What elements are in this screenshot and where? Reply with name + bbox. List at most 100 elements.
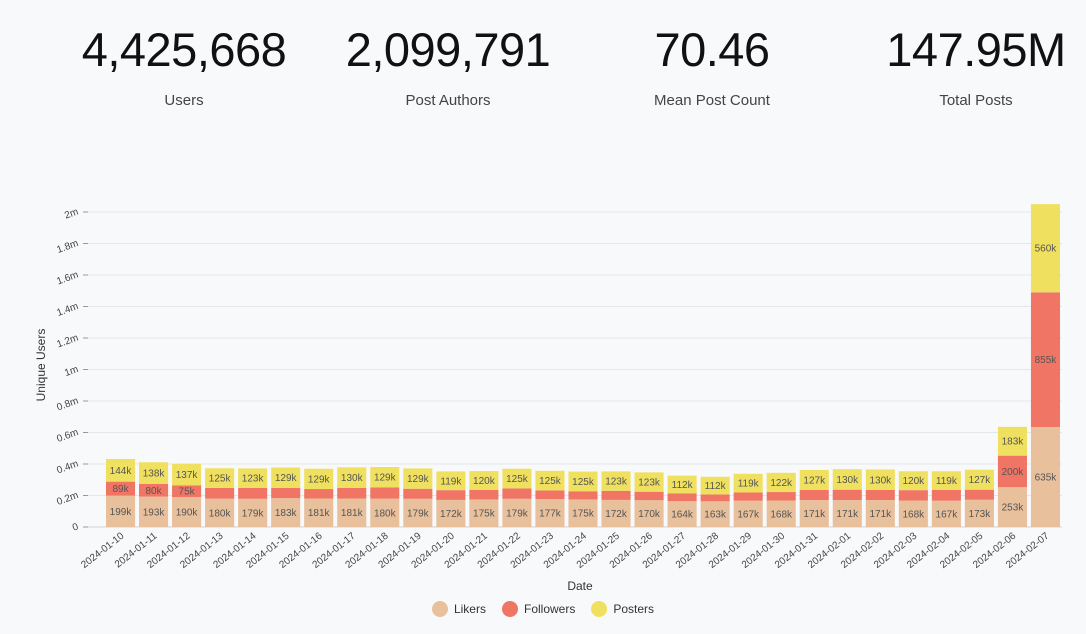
stat-label: Post Authors: [405, 92, 491, 109]
bar-segment-likers: [634, 500, 664, 527]
data-label: 80k: [145, 486, 162, 497]
data-label: 181k: [308, 508, 331, 519]
bar-segment-likers: [535, 499, 565, 527]
bar-segment-posters: [832, 469, 862, 490]
y-tick-label: 0.2m: [55, 490, 80, 508]
data-label: 168k: [903, 509, 926, 520]
bar-segment-posters: [105, 458, 136, 482]
bar-segment-followers: [238, 487, 268, 499]
bar-segment-likers: [964, 499, 994, 527]
data-label: 119k: [738, 479, 760, 490]
bar-segment-followers: [172, 485, 202, 498]
data-label: 137k: [176, 470, 199, 481]
data-label: 127k: [969, 475, 992, 486]
bar-segment-likers: [997, 487, 1027, 527]
bar-segment-followers: [898, 490, 928, 501]
data-label: 122k: [770, 478, 793, 489]
data-label: 164k: [671, 510, 694, 521]
data-label: 175k: [473, 509, 496, 520]
data-label: 179k: [242, 508, 265, 519]
data-label: 180k: [209, 508, 232, 519]
bar-segment-followers: [634, 491, 664, 501]
legend-dot-likers: [431, 601, 448, 617]
y-tick-label: 0.6m: [55, 427, 80, 445]
bar-segment-followers: [568, 491, 598, 500]
data-label: 190k: [176, 508, 199, 519]
bar-segment-posters: [865, 469, 895, 490]
legend-label: Followers: [523, 602, 576, 616]
bar-segment-posters: [205, 468, 235, 488]
legend-item-likers[interactable]: Likers: [431, 601, 486, 617]
legend-item-posters[interactable]: Posters: [591, 601, 654, 617]
stat-label: Total Posts: [939, 92, 1013, 109]
data-label: 171k: [836, 509, 859, 520]
bar-segment-posters: [898, 471, 928, 491]
data-label: 130k: [869, 475, 892, 486]
bar-segment-likers: [271, 498, 301, 527]
bar-segment-followers: [1030, 292, 1061, 427]
bar-segment-posters: [370, 466, 400, 488]
data-label: 129k: [275, 473, 298, 484]
stat-value: 70.46: [654, 23, 770, 76]
bar-segment-likers: [238, 498, 268, 527]
data-label: 144k: [110, 466, 133, 477]
y-tick-label: 0: [71, 521, 80, 533]
data-label: 129k: [374, 473, 397, 484]
data-label: 855k: [1035, 355, 1058, 366]
stat-label: Mean Post Count: [654, 92, 770, 109]
bar-segment-likers: [205, 498, 235, 527]
y-tick-label: 0.4m: [55, 458, 80, 476]
bar-segment-posters: [304, 468, 334, 490]
data-label: 125k: [572, 477, 595, 488]
bar-segment-followers: [469, 489, 499, 500]
bar-segment-likers: [304, 498, 334, 527]
data-label: 199k: [110, 507, 133, 518]
bar-segment-posters: [172, 463, 202, 486]
bar-segment-posters: [667, 475, 697, 494]
bar-segment-followers: [865, 489, 895, 501]
data-label: 129k: [407, 474, 430, 485]
bar-segment-likers: [733, 500, 763, 527]
bar-segment-likers: [105, 495, 136, 527]
data-label: 171k: [869, 509, 892, 520]
legend-label: Likers: [453, 602, 486, 616]
legend-dot-posters: [591, 601, 608, 617]
stat-total-posts: 147.95M Total Posts: [846, 22, 1086, 109]
data-label: 171k: [803, 509, 826, 520]
y-tick-label: 0.8m: [55, 395, 80, 413]
bar-segment-likers: [865, 500, 895, 527]
stat-post-authors: 2,099,791 Post Authors: [318, 22, 578, 109]
y-tick-label: 1.6m: [55, 269, 80, 287]
chart-legend: Likers Followers Posters: [0, 601, 1086, 617]
y-tick-label: 1m: [63, 364, 80, 379]
bar-segment-likers: [370, 498, 400, 527]
data-label: 123k: [242, 474, 265, 485]
y-axis-title: Unique Users: [34, 329, 48, 402]
bar-segment-followers: [667, 493, 697, 502]
data-label: 179k: [407, 508, 430, 519]
data-label: 120k: [903, 476, 926, 487]
data-label: 168k: [770, 509, 793, 520]
bar-segment-likers: [1030, 426, 1061, 527]
data-label: 253k: [1002, 503, 1025, 514]
bar-segment-likers: [601, 499, 631, 527]
bar-segment-posters: [1030, 204, 1061, 293]
data-label: 127k: [803, 475, 826, 486]
bar-segment-followers: [370, 487, 400, 499]
bar-segment-posters: [238, 468, 268, 488]
data-label: 119k: [440, 476, 462, 487]
stat-value: 147.95M: [886, 23, 1066, 76]
legend-label: Posters: [613, 602, 655, 616]
legend-dot-followers: [501, 601, 518, 617]
bar-segment-followers: [139, 484, 169, 497]
legend-item-followers[interactable]: Followers: [501, 601, 576, 617]
data-label: 123k: [605, 477, 628, 488]
data-label: 179k: [506, 508, 529, 519]
data-label: 75k: [179, 487, 196, 498]
bar-segment-posters: [502, 468, 532, 489]
bar-segment-followers: [205, 487, 235, 499]
data-label: 163k: [704, 510, 727, 521]
bar-segment-likers: [337, 498, 367, 527]
bar-segment-likers: [403, 498, 433, 527]
y-tick-label: 1.4m: [55, 301, 80, 319]
